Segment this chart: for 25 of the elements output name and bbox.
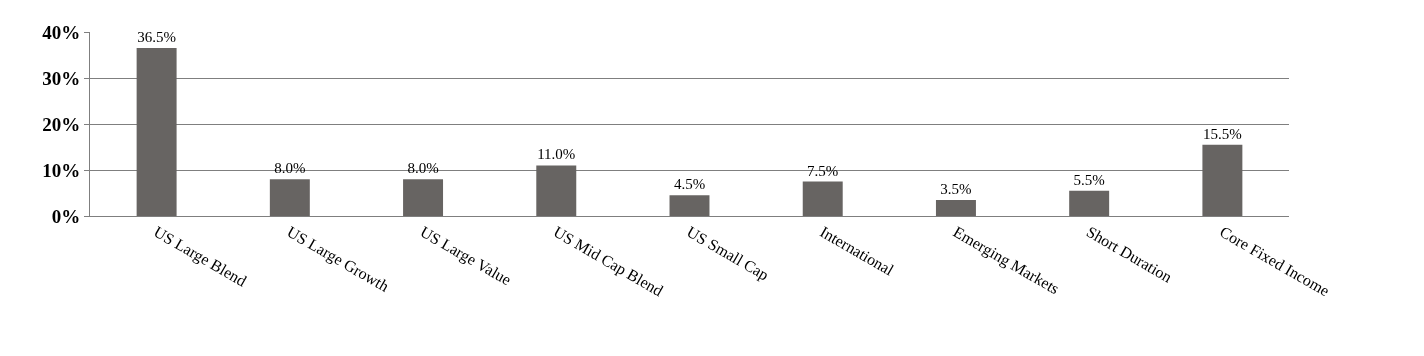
data-label: 3.5% xyxy=(940,180,972,197)
x-tick-label: US Large Value xyxy=(417,223,515,290)
bar xyxy=(269,179,310,216)
bar xyxy=(403,179,444,216)
data-label: 7.5% xyxy=(807,162,839,179)
bar xyxy=(802,181,843,216)
y-tick-label: 10% xyxy=(42,159,81,181)
bar xyxy=(136,48,177,216)
data-label: 36.5% xyxy=(137,29,176,46)
data-label: 8.0% xyxy=(407,160,439,177)
data-label: 8.0% xyxy=(274,160,306,177)
bar xyxy=(935,199,976,216)
y-tick-label: 30% xyxy=(42,67,81,89)
data-label: 11.0% xyxy=(537,146,576,163)
bar xyxy=(1069,190,1110,216)
data-label: 5.5% xyxy=(1073,171,1105,188)
data-label: 4.5% xyxy=(673,176,706,193)
bar xyxy=(1202,144,1243,216)
bar xyxy=(669,195,710,216)
bar xyxy=(536,165,577,216)
data-label: 15.5% xyxy=(1203,125,1242,142)
y-tick-label: 0% xyxy=(51,205,81,227)
x-tick-label: US Small Cap xyxy=(683,223,772,285)
y-tick-label: 40% xyxy=(42,21,81,43)
y-tick-label: 20% xyxy=(42,113,81,135)
